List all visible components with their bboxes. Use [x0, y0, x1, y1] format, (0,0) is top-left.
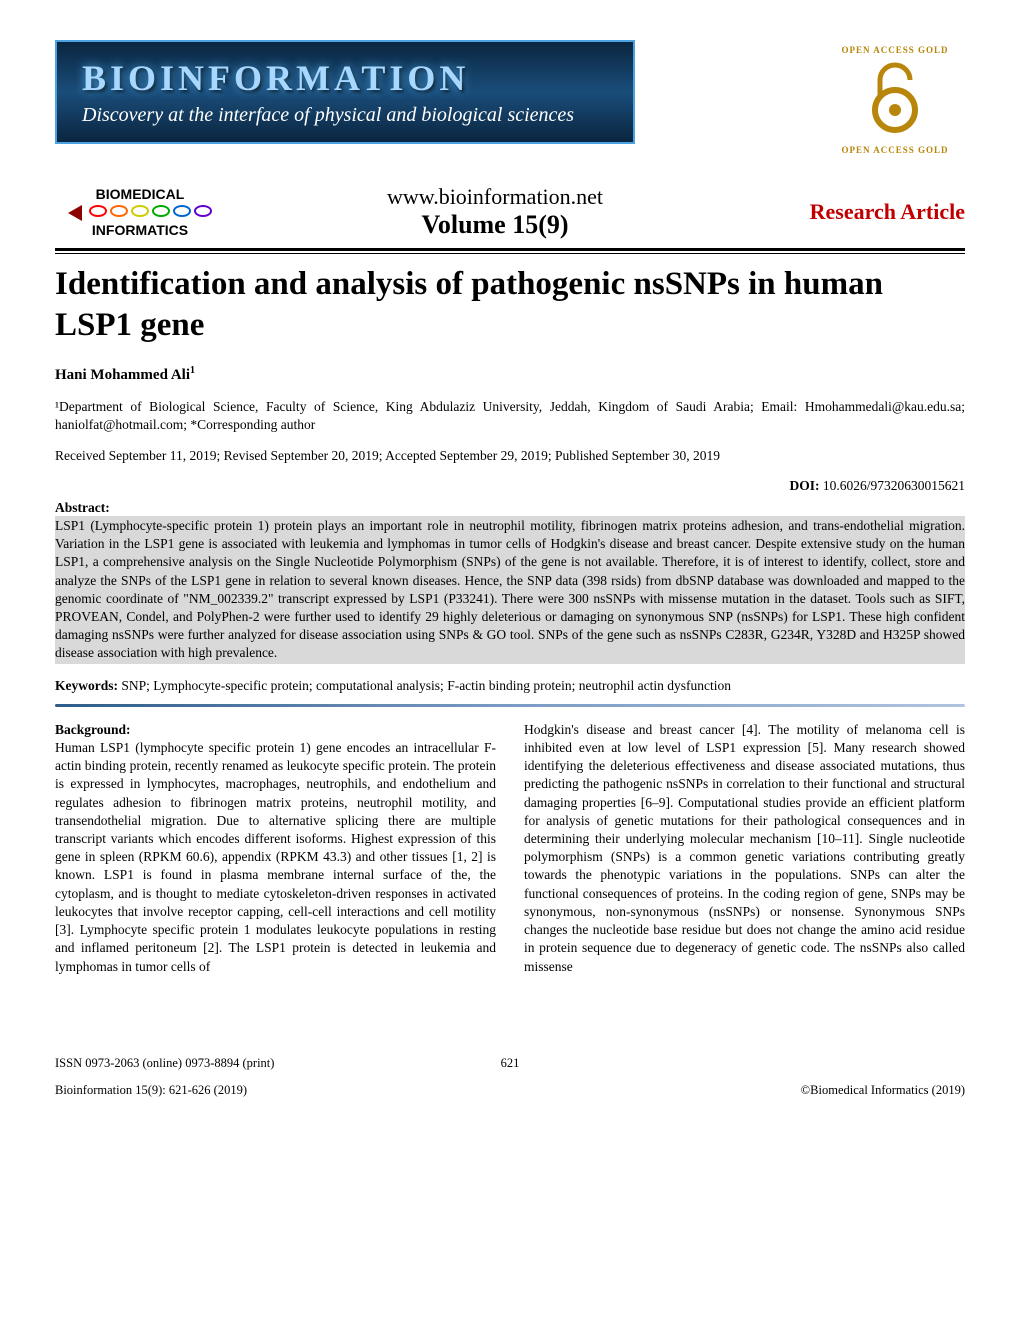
website-url: www.bioinformation.net	[225, 184, 765, 210]
copyright: ©Biomedical Informatics (2019)	[540, 1083, 965, 1098]
keywords-text: SNP; Lymphocyte-specific protein; comput…	[121, 678, 731, 693]
publication-dates: Received September 11, 2019; Revised Sep…	[55, 448, 965, 464]
body-columns: Background: Human LSP1 (lymphocyte speci…	[55, 721, 965, 976]
author-name: Hani Mohammed Ali	[55, 367, 190, 383]
authors: Hani Mohammed Ali1	[55, 365, 965, 384]
keywords-line: Keywords: SNP; Lymphocyte-specific prote…	[55, 678, 965, 694]
chain-link-icon	[152, 205, 170, 217]
publisher-logo: BIOMEDICAL INFORMATICS	[55, 186, 225, 238]
page-footer: ISSN 0973-2063 (online) 0973-8894 (print…	[55, 1056, 965, 1098]
chain-link-icon	[110, 205, 128, 217]
chain-link-icon	[194, 205, 212, 217]
body-col-left: Background: Human LSP1 (lymphocyte speci…	[55, 721, 496, 976]
abstract-heading: Abstract:	[55, 500, 965, 516]
background-heading: Background:	[55, 722, 131, 737]
article-type: Research Article	[765, 199, 965, 225]
affiliation: ¹Department of Biological Science, Facul…	[55, 398, 965, 434]
oa-label-bottom: OPEN ACCESS GOLD	[825, 145, 965, 155]
logo-chain	[89, 205, 212, 217]
divider-thick	[55, 248, 965, 251]
logo-chain-row	[55, 202, 225, 222]
center-header: www.bioinformation.net Volume 15(9)	[225, 184, 765, 240]
journal-tagline: Discovery at the interface of physical a…	[82, 104, 608, 127]
body-col-right: Hodgkin's disease and breast cancer [4].…	[524, 721, 965, 976]
citation: Bioinformation 15(9): 621-626 (2019)	[55, 1083, 480, 1098]
journal-banner: BIOINFORMATION Discovery at the interfac…	[55, 40, 635, 144]
footer-left: ISSN 0973-2063 (online) 0973-8894 (print…	[55, 1056, 480, 1098]
page-number: 621	[480, 1056, 540, 1098]
author-affil-sup: 1	[190, 365, 195, 376]
banner-container: BIOINFORMATION Discovery at the interfac…	[55, 40, 635, 169]
body-text-left: Human LSP1 (lymphocyte specific protein …	[55, 740, 496, 974]
gradient-divider	[55, 704, 965, 707]
chain-link-icon	[89, 205, 107, 217]
volume-issue: Volume 15(9)	[225, 210, 765, 240]
article-title: Identification and analysis of pathogeni…	[55, 264, 965, 347]
body-text-right: Hodgkin's disease and breast cancer [4].…	[524, 722, 965, 974]
top-row: BIOINFORMATION Discovery at the interfac…	[55, 40, 965, 169]
doi-value: 10.6026/97320630015621	[823, 478, 965, 493]
logo-text-top: BIOMEDICAL	[55, 186, 225, 202]
oa-label-top: OPEN ACCESS GOLD	[825, 45, 965, 55]
open-access-icon	[865, 60, 925, 135]
divider-thin	[55, 253, 965, 254]
issn: ISSN 0973-2063 (online) 0973-8894 (print…	[55, 1056, 480, 1071]
logo-text-bottom: INFORMATICS	[55, 222, 225, 238]
chain-link-icon	[131, 205, 149, 217]
header-row: BIOMEDICAL INFORMATICS www.bioinformatio…	[55, 184, 965, 240]
keywords-label: Keywords:	[55, 678, 118, 693]
chain-link-icon	[173, 205, 191, 217]
arrow-left-icon	[68, 205, 82, 221]
doi-line: DOI: 10.6026/97320630015621	[55, 478, 965, 494]
doi-label: DOI:	[789, 478, 819, 493]
journal-name: BIOINFORMATION	[82, 57, 608, 99]
abstract-body: LSP1 (Lymphocyte-specific protein 1) pro…	[55, 516, 965, 664]
footer-right: ©Biomedical Informatics (2019)	[540, 1056, 965, 1098]
open-access-badge: OPEN ACCESS GOLD OPEN ACCESS GOLD	[825, 40, 965, 155]
